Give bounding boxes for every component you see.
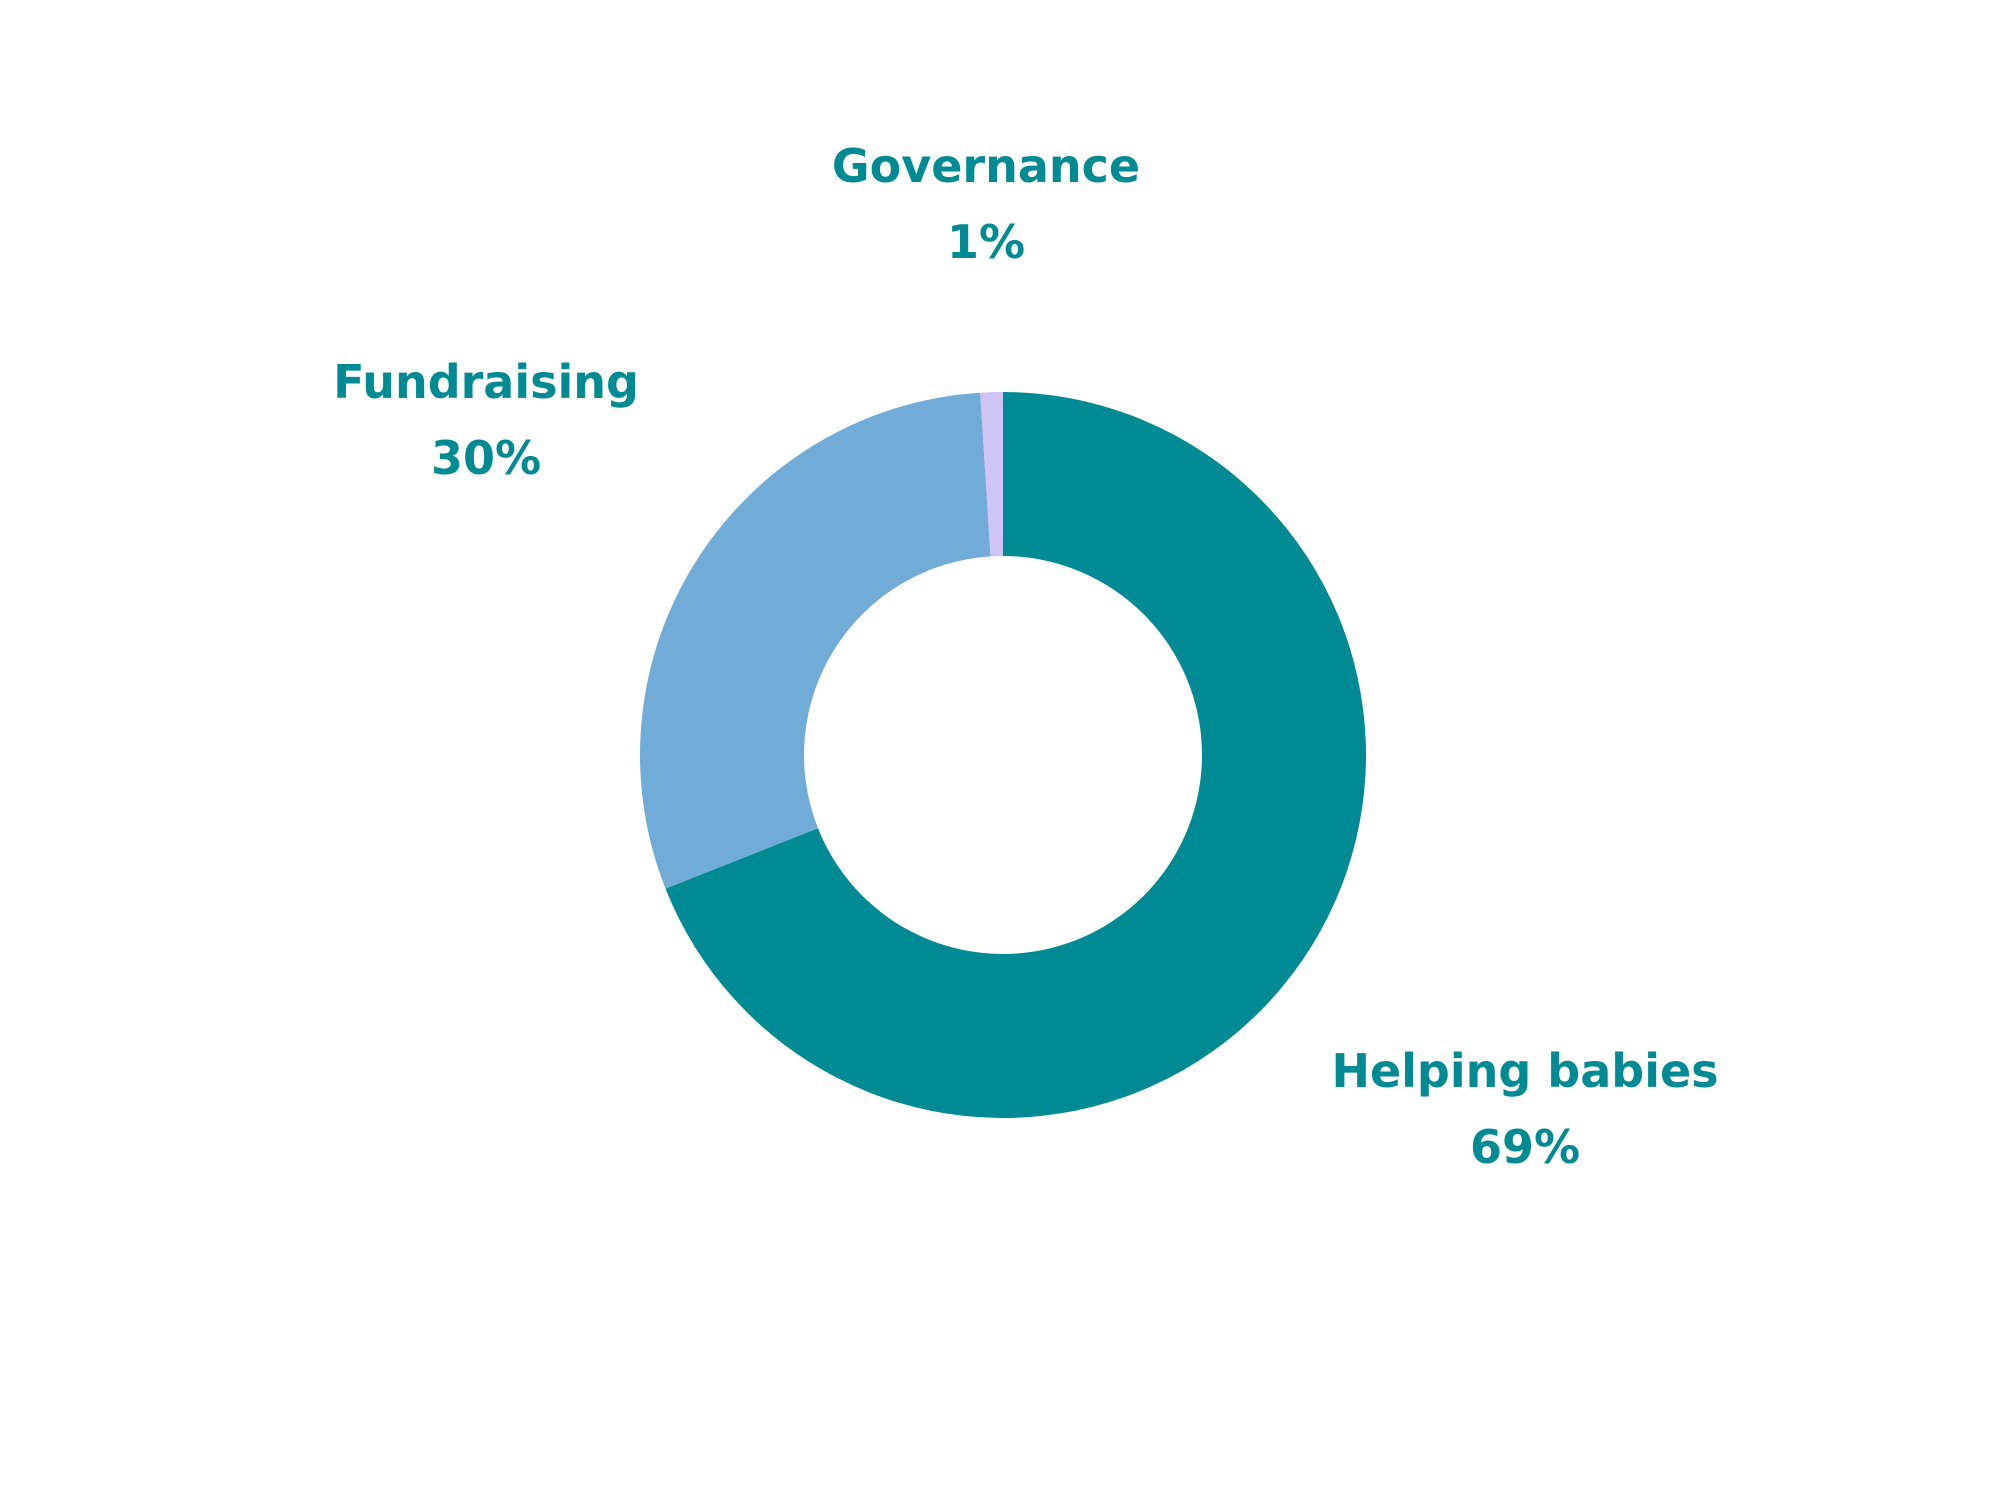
slice-label-governance: Governance xyxy=(832,139,1140,193)
slice-label-helping-babies: Helping babies xyxy=(1331,1044,1718,1098)
slice-labels: Helping babies 69% Fundraising 30% Governanc… xyxy=(333,139,1718,1174)
slice-governance xyxy=(980,392,1003,557)
slice-value-fundraising: 30% xyxy=(431,431,541,485)
slice-fundraising xyxy=(639,392,991,889)
slice-value-helping-babies: 69% xyxy=(1470,1120,1580,1174)
slice-label-fundraising: Fundraising xyxy=(333,355,639,409)
slice-helping-babies xyxy=(665,392,1366,1118)
slice-value-governance: 1% xyxy=(947,215,1025,269)
donut-slices xyxy=(639,392,1366,1118)
